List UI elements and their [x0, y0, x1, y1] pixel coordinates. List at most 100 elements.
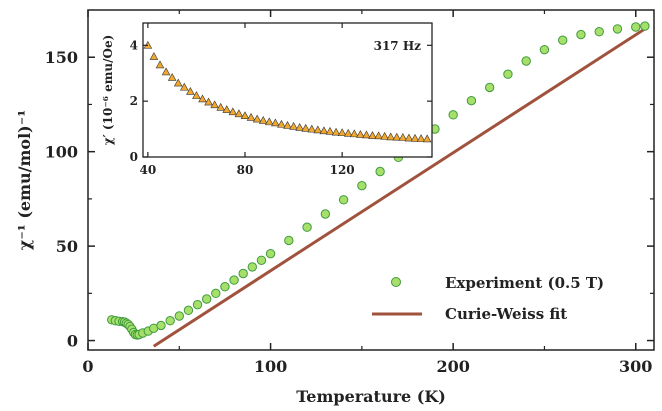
inset-point — [198, 94, 207, 103]
experiment-point — [357, 180, 367, 191]
experiment-point — [640, 21, 650, 31]
experiment-point — [265, 248, 276, 259]
experiment-point — [594, 27, 604, 37]
inset-point — [386, 132, 396, 141]
inset-y-axis-title: χ′ (10⁻⁶ emu/Oe) — [101, 35, 115, 146]
inset-y-tick-label: 2 — [130, 94, 138, 108]
inset-point — [356, 129, 365, 138]
inset-point — [179, 82, 189, 91]
experiment-point — [302, 222, 312, 232]
inset-point — [271, 118, 280, 127]
y-axis-title: χ⁻¹ (emu/mol)⁻¹ — [15, 110, 34, 250]
inset-point — [234, 109, 244, 118]
legend-experiment-label: Experiment (0.5 T) — [445, 274, 604, 292]
inset-point — [325, 126, 335, 135]
inset-point — [380, 131, 389, 140]
x-tick-label: 200 — [436, 357, 469, 376]
inset-point — [410, 133, 420, 142]
x-tick-label: 100 — [254, 357, 287, 376]
main-plot-frame — [87, 9, 655, 351]
legend-fit-label: Curie-Weiss fit — [445, 305, 567, 323]
experiment-point — [284, 235, 294, 246]
inset-frequency-label: 317 Hz — [374, 39, 422, 53]
inset-point — [331, 127, 341, 136]
y-tick-label: 150 — [45, 48, 78, 67]
experiment-point — [503, 69, 513, 79]
inset-point — [167, 73, 177, 81]
inset-point — [186, 86, 195, 95]
experiment-point — [521, 56, 531, 66]
inset-point — [283, 121, 292, 129]
inset-point — [374, 131, 383, 140]
y-tick-label: 50 — [56, 237, 78, 256]
experiment-point — [229, 275, 239, 285]
inset-y-tick-label: 4 — [130, 38, 138, 52]
experiment-point — [211, 288, 221, 299]
inset-point — [204, 97, 213, 106]
experiment-point — [448, 110, 458, 120]
inset-point — [149, 52, 159, 60]
inset-point — [343, 128, 353, 137]
experiment-point — [220, 282, 230, 292]
inset-point — [161, 67, 171, 76]
inset-point — [368, 131, 377, 139]
experiment-point — [558, 35, 568, 45]
inset-plot: 40 80 120 0 2 4 χ′ (10⁻⁶ emu/Oe) 317 Hz — [101, 22, 433, 177]
experiment-point — [466, 95, 477, 106]
inset-x-tick-label: 120 — [330, 163, 355, 177]
inset-point — [264, 117, 274, 126]
experiment-point — [539, 44, 550, 55]
experiment-point — [256, 255, 267, 265]
experiment-point — [156, 320, 166, 331]
inset-point — [307, 124, 317, 133]
inset-point — [222, 105, 232, 113]
inset-point — [301, 123, 311, 132]
inset-point — [246, 112, 256, 121]
experiment-point — [338, 195, 349, 205]
legend-experiment-marker — [391, 277, 401, 287]
x-axis-title: Temperature (K) — [296, 387, 446, 406]
experiment-point — [631, 22, 641, 32]
experiment-point — [247, 262, 258, 272]
inset-point — [210, 100, 219, 109]
inset-point — [289, 121, 298, 130]
experiment-point — [320, 209, 331, 219]
y-tick-label: 0 — [67, 332, 78, 351]
x-tick-label: 0 — [82, 357, 93, 376]
inset-point — [277, 119, 286, 128]
x-tick-label: 300 — [619, 357, 652, 376]
experiment-point — [201, 294, 212, 304]
inset-point — [258, 116, 268, 124]
inset-point — [240, 111, 250, 120]
inset-point — [313, 125, 323, 134]
inset-point — [362, 130, 371, 139]
inset-x-tick-label: 80 — [237, 163, 254, 177]
inset-point — [349, 129, 359, 138]
inset-point — [252, 114, 262, 123]
inset-point — [416, 134, 426, 142]
inset-point — [173, 78, 183, 87]
experiment-point — [192, 299, 203, 310]
inset-point — [155, 60, 165, 69]
inset-point — [295, 122, 304, 131]
inset-point — [216, 102, 226, 111]
inset-point — [392, 132, 402, 141]
inset-point — [192, 91, 201, 99]
legend: Experiment (0.5 T) Curie-Weiss fit — [372, 274, 604, 323]
inset-y-tick-label: 0 — [130, 150, 138, 164]
experiment-point — [238, 268, 248, 279]
inset-point — [319, 126, 329, 135]
curie-weiss-fit-line — [152, 27, 646, 348]
experiment-point — [612, 24, 623, 34]
experiment-point — [576, 29, 586, 40]
inset-x-tick-label: 40 — [140, 163, 157, 177]
experiment-point — [183, 305, 194, 316]
experiment-point — [165, 316, 175, 326]
y-tick-label: 100 — [45, 143, 78, 162]
inset-point — [228, 107, 238, 116]
inset-point — [422, 134, 432, 143]
experiment-point — [484, 82, 495, 93]
inset-point — [398, 133, 408, 141]
experiment-point — [174, 311, 184, 321]
